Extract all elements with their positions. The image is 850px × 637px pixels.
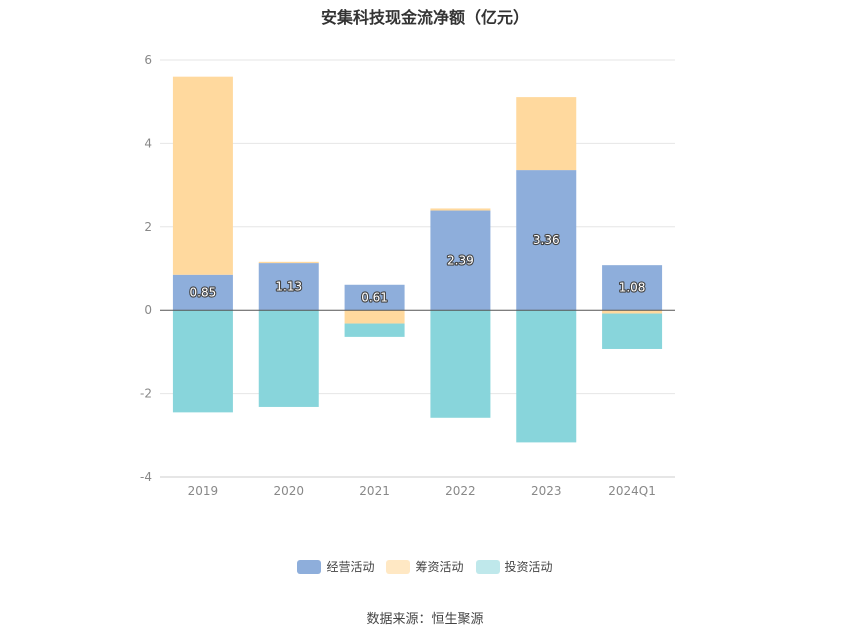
data-label: 3.36 [533, 233, 560, 247]
axis-layer: 6 4 2 0 -2 -4 2019 2020 2021 2022 2023 2024Q1 [140, 53, 675, 498]
x-tick-label: 2022 [445, 484, 476, 498]
x-tick-label: 2024Q1 [608, 484, 656, 498]
legend-label-financing: 筹资活动 [415, 560, 464, 574]
data-label: 0.85 [190, 285, 217, 299]
legend-label-operating: 经营活动 [326, 560, 375, 574]
data-label: 2.39 [447, 253, 474, 267]
legend-label-investing: 投资活动 [504, 560, 553, 574]
x-tick-label: 2019 [188, 484, 219, 498]
bar-投资活动-2023[interactable] [516, 310, 577, 443]
y-tick-label: -4 [140, 470, 152, 484]
bar-筹资活动-2024Q1[interactable] [602, 310, 663, 314]
data-label: 0.61 [361, 290, 388, 304]
bar-投资活动-2021[interactable] [344, 323, 405, 337]
bar-经营活动-2020[interactable] [258, 263, 319, 311]
x-tick-label: 2023 [531, 484, 562, 498]
bar-投资活动-2019[interactable] [172, 310, 233, 413]
bar-筹资活动-2020[interactable] [258, 261, 319, 264]
x-tick-label: 2020 [273, 484, 304, 498]
bar-筹资活动-2021[interactable] [344, 310, 405, 324]
bar-投资活动-2022[interactable] [430, 310, 491, 418]
data-label: 1.13 [275, 280, 302, 294]
bar-经营活动-2021[interactable] [344, 284, 405, 311]
bar-经营活动-2022[interactable] [430, 210, 491, 311]
bar-筹资活动-2019[interactable] [172, 76, 233, 275]
legend-item-financing[interactable]: 筹资活动 [386, 558, 464, 575]
chart-title: 安集科技现金流净额（亿元） [320, 8, 529, 27]
bar-筹资活动-2023[interactable] [516, 97, 577, 171]
legend-swatch-financing [386, 559, 411, 574]
bar-经营活动-2023[interactable] [516, 170, 577, 311]
data-label: 1.08 [619, 281, 646, 295]
legend: 经营活动 筹资活动 投资活动 [0, 558, 850, 575]
legend-item-operating[interactable]: 经营活动 [297, 558, 374, 575]
grid-layer [160, 59, 675, 478]
label-layer: 0.85 1.13 0.61 2.39 3.36 1.08 [188, 232, 646, 306]
bar-筹资活动-2022[interactable] [430, 208, 491, 211]
y-tick-label: 0 [144, 303, 152, 317]
y-tick-label: 4 [144, 136, 152, 150]
bar-layer [172, 76, 663, 443]
y-tick-label: 2 [144, 220, 152, 234]
legend-item-investing[interactable]: 投资活动 [475, 558, 553, 575]
source-note: 数据来源：恒生聚源 [366, 612, 484, 627]
bar-经营活动-2024Q1[interactable] [602, 265, 663, 311]
y-tick-label: 6 [144, 53, 152, 67]
bar-投资活动-2024Q1[interactable] [602, 313, 663, 349]
bar-投资活动-2020[interactable] [258, 310, 319, 407]
legend-swatch-investing [475, 559, 500, 574]
bar-经营活动-2019[interactable] [172, 274, 233, 311]
y-tick-label: -2 [140, 387, 152, 401]
legend-swatch-operating [297, 559, 322, 574]
x-tick-label: 2021 [359, 484, 390, 498]
